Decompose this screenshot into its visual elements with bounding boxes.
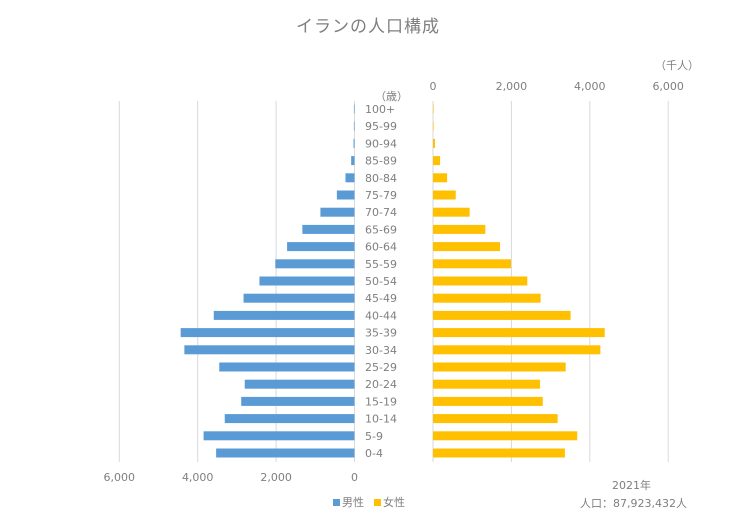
- population-total: 人口：87,923,432人: [580, 497, 687, 510]
- age-group-label: 30-34: [365, 344, 397, 357]
- age-group-label: 95-99: [365, 120, 397, 133]
- age-group-label: 100+: [365, 103, 395, 116]
- x-tick-label-bottom: 6,000: [104, 471, 136, 484]
- bar-female: [433, 207, 470, 217]
- bar-female: [433, 293, 541, 303]
- bar-female: [433, 431, 578, 441]
- bar-male: [345, 173, 355, 183]
- age-group-label: 45-49: [365, 292, 397, 305]
- age-group-label: 85-89: [365, 155, 397, 168]
- bar-female: [433, 276, 528, 286]
- age-group-label: 35-39: [365, 327, 397, 340]
- bar-female: [433, 121, 434, 131]
- bar-male: [219, 362, 355, 372]
- age-group-label: 65-69: [365, 223, 397, 236]
- bar-female: [433, 396, 543, 406]
- age-group-label: 55-59: [365, 258, 397, 271]
- bar-female: [433, 242, 501, 252]
- bar-male: [259, 276, 355, 286]
- bar-female: [433, 138, 435, 148]
- age-group-label: 25-29: [365, 361, 397, 374]
- age-group-label: 15-19: [365, 395, 397, 408]
- age-group-label: 10-14: [365, 413, 397, 426]
- bar-female: [433, 224, 486, 234]
- bar-female: [433, 362, 566, 372]
- x-tick-label-top: 6,000: [652, 80, 684, 93]
- bar-male: [203, 431, 355, 441]
- legend-item-female: 女性: [374, 494, 405, 510]
- bar-male: [243, 293, 355, 303]
- age-group-label: 60-64: [365, 241, 397, 254]
- bar-male: [351, 156, 355, 166]
- bar-female: [433, 190, 456, 200]
- age-group-label: 75-79: [365, 189, 397, 202]
- bar-male: [320, 207, 355, 217]
- bar-female: [433, 259, 512, 269]
- bar-male: [353, 104, 355, 114]
- x-tick-label-top: 4,000: [574, 80, 606, 93]
- age-group-label: 0-4: [365, 447, 383, 460]
- bar-female: [433, 345, 601, 355]
- age-axis-label: （歳）: [375, 90, 408, 103]
- bar-female: [433, 414, 558, 424]
- bar-male: [275, 259, 355, 269]
- bar-male: [184, 345, 355, 355]
- bar-male: [287, 242, 355, 252]
- bar-male: [241, 396, 355, 406]
- year-label: 2021年: [612, 479, 651, 492]
- legend-label-female: 女性: [383, 496, 405, 509]
- x-tick-label-bottom: 4,000: [182, 471, 214, 484]
- unit-label: （千人）: [655, 59, 699, 72]
- bar-female: [433, 156, 441, 166]
- legend-label-male: 男性: [342, 496, 364, 509]
- bar-male: [216, 448, 355, 458]
- bar-female: [433, 379, 541, 389]
- bar-female: [433, 448, 565, 458]
- age-group-label: 40-44: [365, 309, 397, 322]
- x-tick-label-top: 0: [430, 80, 437, 93]
- bar-male: [180, 328, 355, 338]
- age-group-label: 80-84: [365, 172, 397, 185]
- bar-male: [213, 310, 355, 320]
- bar-female: [433, 173, 448, 183]
- x-tick-label-bottom: 0: [351, 471, 358, 484]
- chart-title: イランの人口構成: [296, 17, 440, 37]
- bar-male: [302, 224, 355, 234]
- age-group-label: 50-54: [365, 275, 397, 288]
- bar-female: [433, 328, 605, 338]
- legend-swatch-male: [333, 498, 340, 506]
- bar-male: [224, 414, 355, 424]
- age-group-label: 20-24: [365, 378, 397, 391]
- bar-female: [433, 310, 571, 320]
- bar-female: [433, 104, 434, 114]
- legend: 男性 女性: [333, 494, 411, 510]
- age-group-label: 90-94: [365, 137, 397, 150]
- legend-item-male: 男性: [333, 494, 364, 510]
- x-tick-label-top: 2,000: [496, 80, 528, 93]
- x-tick-label-bottom: 2,000: [260, 471, 292, 484]
- bar-male: [336, 190, 355, 200]
- age-group-label: 70-74: [365, 206, 397, 219]
- bar-male: [353, 121, 355, 131]
- bar-male: [244, 379, 355, 389]
- legend-swatch-female: [374, 498, 381, 506]
- bar-male: [353, 138, 355, 148]
- age-group-label: 5-9: [365, 430, 383, 443]
